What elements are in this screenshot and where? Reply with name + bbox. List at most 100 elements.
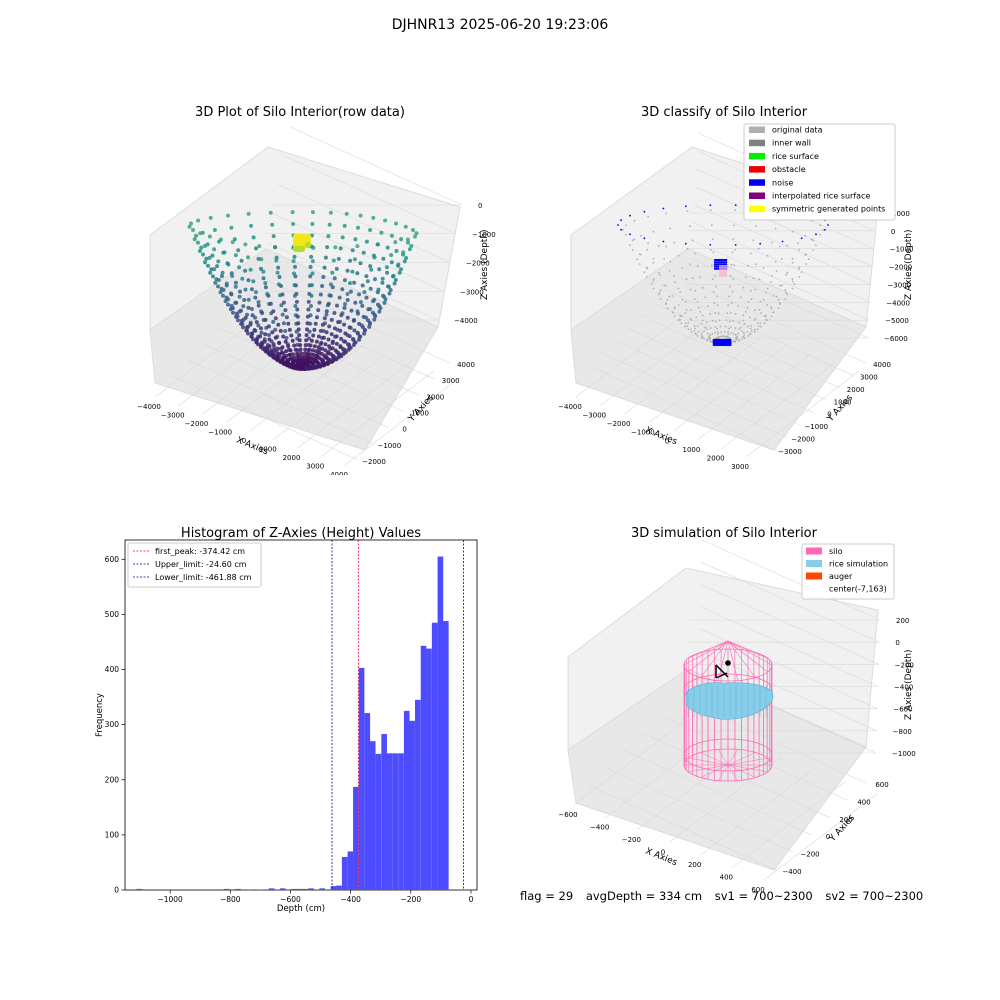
data-point <box>753 319 756 321</box>
data-point <box>659 298 662 300</box>
histogram-bar <box>381 734 387 890</box>
data-point <box>736 338 738 341</box>
data-point <box>236 248 241 253</box>
data-point <box>770 307 773 310</box>
data-point <box>748 316 751 319</box>
legend-label: Upper_limit: -24.60 cm <box>155 560 247 569</box>
data-point <box>404 256 409 260</box>
data-point <box>212 247 217 252</box>
data-point <box>758 278 761 281</box>
data-point <box>322 265 327 270</box>
data-point <box>784 289 787 291</box>
data-point <box>772 295 775 297</box>
data-point <box>750 325 753 327</box>
data-point <box>659 289 662 291</box>
data-point <box>259 330 264 335</box>
data-point <box>657 293 660 296</box>
noise-point <box>725 261 728 264</box>
data-point <box>271 342 276 347</box>
data-point <box>684 312 686 314</box>
data-point <box>710 224 713 227</box>
data-point <box>717 331 719 334</box>
data-point <box>365 279 370 284</box>
y-tick-label: 400 <box>857 798 870 806</box>
data-point <box>301 363 305 367</box>
data-point <box>340 235 345 240</box>
noise-point <box>717 263 720 266</box>
status-footer: flag = 29 avgDepth = 334 cm sv1 = 700~23… <box>520 889 932 903</box>
data-point <box>718 319 721 322</box>
data-point <box>329 317 334 322</box>
data-point <box>305 362 310 367</box>
data-point <box>681 267 684 269</box>
data-point <box>791 287 794 290</box>
data-point <box>303 347 308 352</box>
panel-title: Histogram of Z-Axies (Height) Values <box>181 526 421 541</box>
data-point <box>310 259 315 264</box>
data-point <box>716 327 718 330</box>
data-point <box>200 230 205 235</box>
noise-point <box>713 263 717 266</box>
z-tick-label: 200 <box>896 617 909 625</box>
histogram-bar <box>223 888 230 890</box>
data-point <box>797 242 799 245</box>
data-point <box>249 307 254 311</box>
histogram-bar <box>375 753 382 890</box>
data-point <box>652 230 655 233</box>
data-point <box>760 325 762 328</box>
data-point <box>316 345 321 350</box>
data-point <box>224 295 229 300</box>
histogram-bar <box>302 888 309 890</box>
histogram-bar <box>415 699 421 890</box>
histogram-bar <box>437 556 444 890</box>
data-point <box>307 283 312 288</box>
data-point <box>775 295 778 298</box>
data-point <box>719 325 722 328</box>
silo-floor-wire <box>727 757 768 766</box>
data-point <box>373 277 377 282</box>
data-point <box>381 256 386 261</box>
data-point <box>316 308 321 313</box>
data-point <box>320 346 325 351</box>
data-point <box>713 302 716 304</box>
data-point <box>686 247 689 250</box>
noise-point <box>718 261 721 264</box>
data-point <box>327 344 332 349</box>
histogram-bar <box>347 851 354 890</box>
silo-roof-wire <box>727 640 768 673</box>
data-point <box>677 287 680 290</box>
data-point <box>687 328 690 330</box>
data-point <box>246 331 250 336</box>
data-point <box>330 339 335 344</box>
panel-raw-3d-plot: 3D Plot of Silo Interior(row data) −4000… <box>137 105 496 475</box>
data-point <box>674 281 676 284</box>
data-point <box>778 245 781 248</box>
data-point <box>250 331 255 336</box>
x-tick-label: −600 <box>558 811 577 819</box>
noise-point <box>713 267 717 270</box>
silo-roof-wire <box>727 640 756 678</box>
data-point <box>332 311 337 315</box>
data-point <box>677 319 680 321</box>
data-point <box>231 310 235 315</box>
data-point <box>401 250 406 255</box>
noise-point <box>827 224 829 226</box>
data-point <box>234 314 238 319</box>
data-point <box>329 332 334 337</box>
data-point <box>362 331 367 336</box>
data-point <box>238 289 242 294</box>
data-point <box>292 254 297 259</box>
data-point <box>290 338 295 343</box>
data-point <box>720 331 723 333</box>
x-tick-label: −600 <box>280 895 301 904</box>
data-point <box>287 352 292 357</box>
data-point <box>704 296 707 299</box>
noise-point <box>715 263 718 266</box>
data-point <box>750 330 753 332</box>
data-point <box>766 304 769 306</box>
avg-depth-value: avgDepth = 334 cm <box>585 889 703 903</box>
silo-floor-wire <box>700 752 729 766</box>
data-point <box>302 351 307 356</box>
data-point <box>246 255 250 260</box>
data-point <box>734 327 737 329</box>
